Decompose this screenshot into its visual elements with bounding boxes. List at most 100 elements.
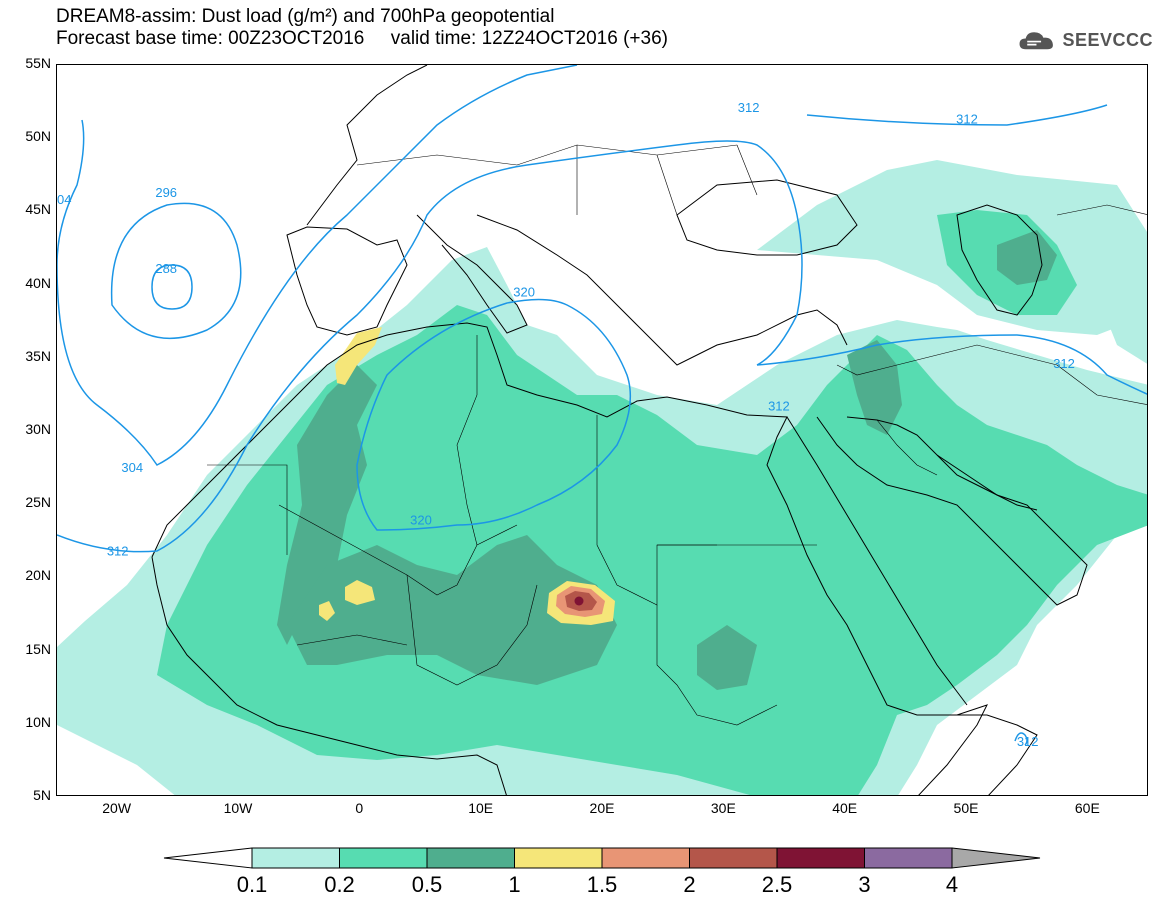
- dust-layer-2.5: [574, 596, 584, 606]
- colorbar-cell: [426, 847, 515, 869]
- colorbar-label: 0.2: [324, 872, 355, 897]
- map-panel: 312 312 296 304 288 320 312 312 304 320 312 312: [56, 64, 1148, 796]
- border-13: [1056, 204, 1147, 405]
- contour-label: 312: [1017, 734, 1039, 749]
- lat-tick-label: 30N: [25, 421, 51, 437]
- dust-area-0.5-west: [277, 365, 377, 645]
- coastline-arabia: [816, 416, 1088, 606]
- seevccc-logo: SEEVCCC: [1018, 24, 1153, 56]
- colorbar-label: 0.5: [411, 872, 443, 897]
- contour-label: 320: [513, 284, 535, 299]
- dust-area-0.2-main: [157, 305, 1147, 795]
- contour-label: 312: [1053, 356, 1075, 371]
- contour-label: 296: [155, 185, 177, 200]
- dust-area-0.5-sudan: [697, 625, 757, 690]
- contour-312-top: [806, 104, 1108, 126]
- colorbar-arrow-high: [951, 847, 1041, 869]
- contour-312-small: [1014, 732, 1028, 746]
- lat-tick-label: 35N: [25, 347, 51, 364]
- dust-area-1-morocco: [335, 327, 382, 385]
- dust-area-0.5-sahel: [287, 535, 617, 685]
- lon-tick-label: 60E: [1074, 800, 1100, 816]
- contour-label: 320: [410, 513, 432, 528]
- dust-area-0.5-caspian: [997, 230, 1057, 285]
- border-8: [296, 634, 408, 646]
- lat-tick-label: 15N: [25, 640, 51, 657]
- lon-tick-label: 20E: [589, 800, 615, 816]
- colorbar-label: 0.1: [236, 872, 268, 897]
- lon-tick-label: 20W: [102, 800, 132, 816]
- coastline-caspian: [956, 204, 1043, 316]
- lon-tick-label: 30E: [710, 800, 736, 816]
- border-3: [406, 574, 538, 686]
- dust-area-2.5-chad: [574, 596, 584, 606]
- contour-312-east: [756, 334, 1147, 395]
- colorbar-cell: [776, 847, 865, 869]
- colorbar-label: 2.5: [761, 872, 793, 897]
- colorbar-cells: [251, 847, 953, 869]
- dust-area-0.5-iraq: [847, 340, 902, 435]
- title-line-1: DREAM8-assim: Dust load (g/m²) and 700hP…: [56, 6, 555, 27]
- contour-labels: 312 312 296 304 288 320 312 312 304 320 312 312: [57, 100, 1075, 749]
- contour-label: 304: [57, 192, 71, 207]
- coastline-africa-southwest: [151, 556, 507, 795]
- coastline-iberia: [286, 226, 408, 336]
- coastlines: [151, 65, 1088, 795]
- border-9: [876, 419, 938, 476]
- border-2: [278, 504, 518, 596]
- coastline-africa-west: [151, 322, 988, 795]
- colorbar-cell: [514, 847, 603, 869]
- coastline-somalia: [957, 714, 1038, 795]
- coastline-balkans-greece: [476, 214, 848, 366]
- contour-label: 312: [107, 543, 129, 558]
- colorbar-label: 4: [945, 872, 959, 897]
- country-borders: [207, 144, 1147, 726]
- lat-tick-label: 50N: [25, 128, 51, 145]
- lat-tick-label: 20N: [25, 567, 51, 584]
- contour-312-north: [57, 140, 803, 553]
- cloud-icon: [1019, 32, 1053, 50]
- lon-tick-label: 10W: [223, 800, 253, 816]
- contour-288: [151, 264, 193, 310]
- border-4: [456, 335, 478, 546]
- coastline-italy: [416, 214, 528, 334]
- dust-area-0.1-asia: [1097, 275, 1147, 364]
- chart-title: DREAM8-assim: Dust load (g/m²) and 700hP…: [56, 6, 668, 50]
- colorbar-cell: [864, 847, 953, 869]
- coastline-black-sea: [676, 179, 858, 256]
- contour-320: [356, 298, 632, 531]
- title-line-2: Forecast base time: 00Z23OCT2016 valid t…: [56, 28, 668, 49]
- contour-label: 288: [155, 261, 177, 276]
- border-12: [576, 144, 758, 216]
- contour-label: 312: [768, 399, 790, 414]
- colorbar-cell: [601, 847, 690, 869]
- colorbar-label: 1: [508, 872, 521, 897]
- lat-tick-label: 25N: [25, 494, 51, 511]
- colorbar-cell: [689, 847, 778, 869]
- lat-tick-label: 10N: [25, 713, 51, 730]
- coastline-france-uk: [306, 65, 428, 226]
- lon-tick-label: 40E: [832, 800, 858, 816]
- contour-label: 312: [738, 100, 760, 115]
- coastline-gulf: [936, 454, 1038, 511]
- contour-304: [57, 65, 578, 466]
- dust-layer-0.5: [277, 230, 1057, 690]
- border-1: [207, 464, 288, 555]
- logo-text: SEEVCCC: [1062, 29, 1153, 50]
- contour-296: [110, 202, 242, 340]
- map-canvas: 312 312 296 304 288 320 312 312 304 320 312 312: [57, 65, 1147, 795]
- coastline-red-sea: [786, 416, 968, 706]
- border-10: [836, 344, 1058, 376]
- lat-tick-label: 55N: [25, 55, 51, 71]
- dust-area-1-niger: [345, 580, 375, 605]
- colorbar-arrow-low: [163, 847, 253, 869]
- colorbar-label: 1.5: [586, 872, 618, 897]
- colorbar-label: 2: [683, 872, 696, 897]
- border-11: [356, 144, 738, 166]
- lon-tick-label: 10E: [468, 800, 494, 816]
- lat-tick-label: 45N: [25, 201, 51, 218]
- colorbar-cell: [251, 847, 340, 869]
- border-7: [656, 605, 778, 726]
- contour-label: 312: [956, 112, 978, 127]
- dust-area-1-mali: [319, 601, 335, 621]
